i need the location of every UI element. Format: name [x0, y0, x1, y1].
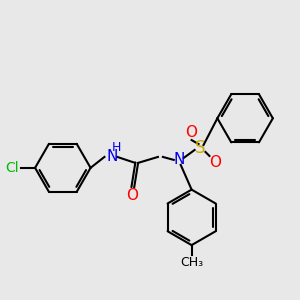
Text: S: S: [195, 139, 206, 157]
Text: N: N: [107, 149, 118, 164]
Text: H: H: [112, 140, 121, 154]
Text: Cl: Cl: [6, 161, 19, 175]
Text: N: N: [173, 152, 184, 167]
Text: O: O: [186, 125, 198, 140]
Text: CH₃: CH₃: [180, 256, 203, 269]
Text: O: O: [126, 188, 138, 203]
Text: O: O: [209, 155, 221, 170]
